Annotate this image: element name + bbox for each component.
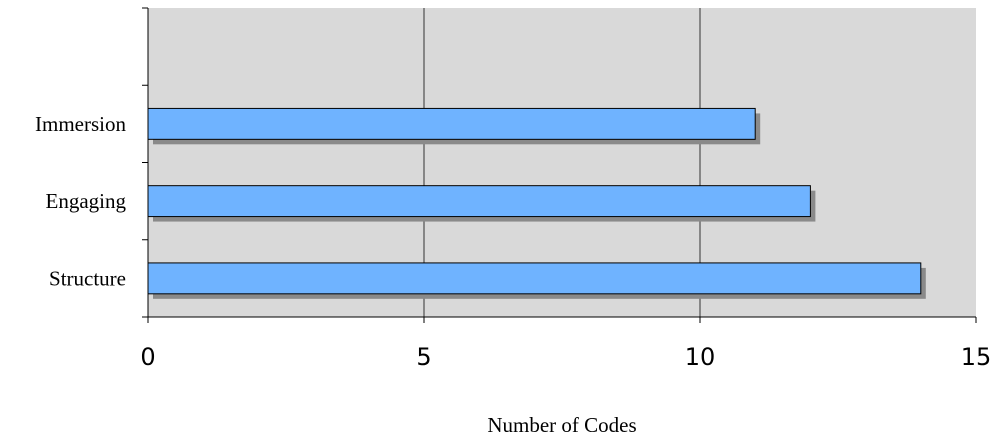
category-labels: Immersion Engaging Structure <box>35 112 126 291</box>
bar-immersion <box>147 107 756 140</box>
category-label: Engaging <box>46 189 127 213</box>
bar-structure <box>147 262 922 295</box>
x-axis-title: Number of Codes <box>487 413 636 437</box>
category-label: Structure <box>49 266 126 290</box>
axes <box>142 7 977 323</box>
category-label: Immersion <box>35 112 126 136</box>
x-tick-label: 10 <box>685 343 716 371</box>
x-tick-label: 5 <box>416 343 431 371</box>
bar-engaging <box>147 185 811 218</box>
bars <box>147 107 926 299</box>
x-tick-label: 0 <box>140 343 155 371</box>
x-tick-labels: 0 5 10 15 <box>140 343 991 371</box>
x-tick-label: 15 <box>961 343 992 371</box>
